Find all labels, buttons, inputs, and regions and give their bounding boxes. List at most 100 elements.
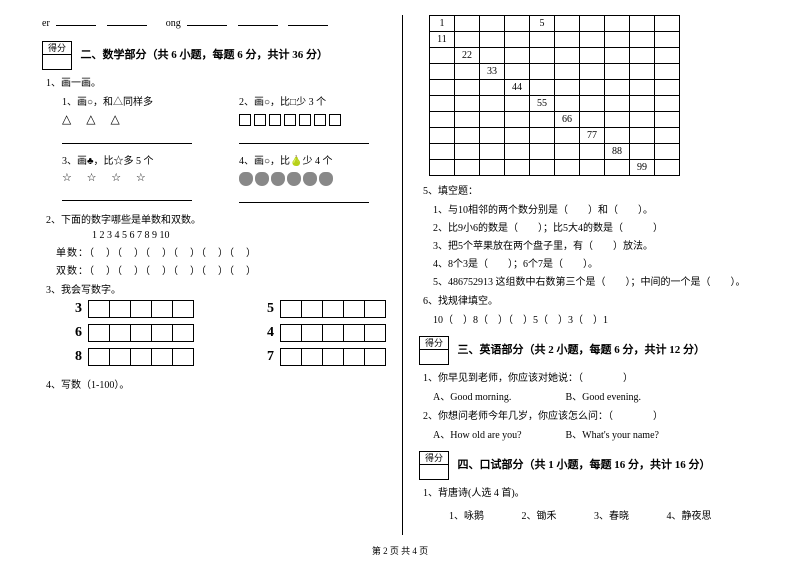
- draw-item-3: 3、画♣，比☆多 5 个 ☆ ☆ ☆ ☆: [62, 152, 209, 203]
- wg-right: 5 4 7: [254, 300, 386, 372]
- cell: 22: [455, 48, 480, 64]
- q6: 6、找规律填空。: [423, 292, 758, 307]
- answer-line: [62, 131, 192, 144]
- section-3-header: 得分 三、英语部分（共 2 小题，每题 6 分，共计 12 分）: [419, 336, 758, 365]
- draw-item-4: 4、画○，比🍐少 4 个: [239, 152, 386, 203]
- answer-line: [62, 188, 192, 201]
- num-3: 3: [62, 301, 82, 317]
- score-box: 得分: [42, 41, 72, 70]
- section-4-title: 四、口试部分（共 1 小题，每题 16 分，共计 16 分）: [458, 451, 711, 479]
- blank: [56, 15, 96, 26]
- q5: 5、填空题：: [423, 182, 758, 197]
- q5-4: 4、8个3是（ ）；6个7是（ ）。: [433, 255, 758, 270]
- q2-nums: 1 2 3 4 5 6 7 8 9 10: [92, 230, 386, 241]
- pinyin-ong: ong: [166, 18, 181, 29]
- cell: 99: [630, 160, 655, 176]
- q6-line: 10（ ）8（ ）（ ）5（ ）3（ ）1: [433, 311, 758, 326]
- cell: 5: [530, 16, 555, 32]
- s3-q1-opts: A、Good morning. B、Good evening.: [433, 388, 758, 403]
- squares: [239, 112, 386, 127]
- blank: [288, 15, 328, 26]
- cell: 1: [430, 16, 455, 32]
- section-3-title: 三、英语部分（共 2 小题，每题 6 分，共计 12 分）: [458, 336, 706, 364]
- draw-row-1: 1、画○，和△同样多 △ △ △ 2、画○，比□少 3 个: [62, 93, 386, 144]
- page-container: er ong 得分 二、数学部分（共 6 小题，每题 6 分，共计 36 分） …: [0, 0, 800, 545]
- row-3: 3: [62, 300, 194, 318]
- draw-item-1: 1、画○，和△同样多 △ △ △: [62, 93, 209, 144]
- cell: 33: [480, 64, 505, 80]
- cell: 44: [505, 80, 530, 96]
- opt-b: B、Good evening.: [566, 392, 642, 403]
- answer-line: [239, 190, 369, 203]
- blank: [107, 15, 147, 26]
- triangles: △ △ △: [62, 112, 209, 127]
- q3: 3、我会写数字。: [46, 281, 386, 296]
- num-5: 5: [254, 301, 274, 317]
- score-box: 得分: [419, 451, 449, 480]
- score-label: 得分: [43, 42, 71, 55]
- answer-line: [239, 131, 369, 144]
- poem-2: 2、锄禾: [522, 507, 592, 522]
- num-6: 6: [62, 325, 82, 341]
- section-2-header: 得分 二、数学部分（共 6 小题，每题 6 分，共计 36 分）: [42, 41, 386, 70]
- right-column: 1 5 11 22 33 44 55 66 77 88 99 5、填空题： 1、与…: [407, 15, 770, 535]
- score-label: 得分: [420, 452, 448, 465]
- num-7: 7: [254, 349, 274, 365]
- score-value: [420, 465, 448, 479]
- row-4: 4: [254, 324, 386, 342]
- q5-2: 2、比9小6的数是（ ）；比5大4的数是（ ）: [433, 219, 758, 234]
- poem-1: 1、咏鹅: [449, 507, 519, 522]
- row-7: 7: [254, 348, 386, 366]
- column-divider: [402, 15, 403, 535]
- q2-odd: 单数：（ ）（ ）（ ）（ ）（ ）（ ）: [56, 244, 386, 259]
- poem-4: 4、静夜思: [667, 507, 737, 522]
- q1: 1、画一画。: [46, 74, 386, 89]
- cell: 88: [605, 144, 630, 160]
- row-5: 5: [254, 300, 386, 318]
- row-8: 8: [62, 348, 194, 366]
- poem-3: 3、春晓: [594, 507, 664, 522]
- stars: ☆ ☆ ☆ ☆: [62, 171, 209, 184]
- cell: 66: [555, 112, 580, 128]
- s3-q1: 1、你早见到老师，你应该对她说：（ ）: [423, 369, 758, 384]
- score-label: 得分: [420, 337, 448, 350]
- q4: 4、写数（1-100）。: [46, 376, 386, 391]
- q1-3: 3、画♣，比☆多 5 个: [62, 152, 209, 167]
- q5-3: 3、把5个苹果放在两个盘子里，有（ ）放法。: [433, 237, 758, 252]
- left-column: er ong 得分 二、数学部分（共 6 小题，每题 6 分，共计 36 分） …: [30, 15, 398, 535]
- score-value: [43, 55, 71, 69]
- blank: [187, 15, 227, 26]
- section-4-header: 得分 四、口试部分（共 1 小题，每题 16 分，共计 16 分）: [419, 451, 758, 480]
- q5-1: 1、与10相邻的两个数分别是（ ）和（ ）。: [433, 201, 758, 216]
- score-value: [420, 350, 448, 364]
- q1-1: 1、画○，和△同样多: [62, 93, 209, 108]
- cell: 77: [580, 128, 605, 144]
- num-8: 8: [62, 349, 82, 365]
- pinyin-er: er: [42, 18, 50, 29]
- pears: [239, 171, 386, 186]
- draw-item-2: 2、画○，比□少 3 个: [239, 93, 386, 144]
- q1-2: 2、画○，比□少 3 个: [239, 93, 386, 108]
- pinyin-row: er ong: [42, 15, 386, 29]
- draw-row-2: 3、画♣，比☆多 5 个 ☆ ☆ ☆ ☆ 4、画○，比🍐少 4 个: [62, 152, 386, 203]
- hundred-grid: 1 5 11 22 33 44 55 66 77 88 99: [429, 15, 680, 176]
- poems: 1、咏鹅 2、锄禾 3、春晓 4、静夜思: [449, 507, 758, 522]
- s3-q2-opts: A、How old are you? B、What's your name?: [433, 426, 758, 441]
- page-footer: 第 2 页 共 4 页: [0, 544, 800, 557]
- score-box: 得分: [419, 336, 449, 365]
- opt-a: A、How old are you?: [433, 426, 563, 441]
- q1-4: 4、画○，比🍐少 4 个: [239, 152, 386, 167]
- opt-b: B、What's your name?: [566, 430, 659, 441]
- q2-even: 双数：（ ）（ ）（ ）（ ）（ ）（ ）: [56, 262, 386, 277]
- wg-left: 3 6 8: [62, 300, 194, 372]
- row-6: 6: [62, 324, 194, 342]
- cell: 11: [430, 32, 455, 48]
- q5-5: 5、486752913 这组数中右数第三个是（ ）；中间的一个是（ ）。: [433, 273, 758, 288]
- opt-a: A、Good morning.: [433, 388, 563, 403]
- s4-q1: 1、背唐诗(人选 4 首)。: [423, 484, 758, 499]
- write-grid: 3 6 8 5 4 7: [62, 300, 386, 372]
- cell: 55: [530, 96, 555, 112]
- s3-q2: 2、你想问老师今年几岁，你应该怎么问：（ ）: [423, 407, 758, 422]
- section-2-title: 二、数学部分（共 6 小题，每题 6 分，共计 36 分）: [81, 41, 329, 69]
- blank: [238, 15, 278, 26]
